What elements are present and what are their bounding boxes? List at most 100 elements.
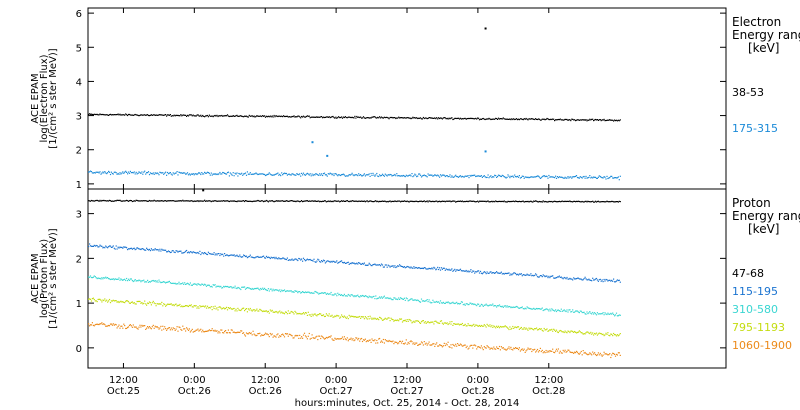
data-point	[460, 344, 462, 346]
data-point	[529, 274, 531, 276]
data-point	[128, 248, 131, 250]
data-point	[506, 176, 508, 178]
data-point	[108, 200, 110, 202]
data-point	[389, 320, 391, 322]
data-point	[485, 273, 487, 275]
data-point	[419, 117, 422, 119]
data-point	[333, 174, 335, 177]
data-point	[186, 200, 188, 202]
data-point	[587, 200, 589, 202]
data-point	[177, 174, 179, 176]
data-point	[386, 266, 388, 268]
data-point	[324, 174, 326, 176]
data-point	[351, 116, 353, 118]
data-point	[456, 345, 458, 347]
data-point	[529, 176, 531, 178]
data-point	[445, 343, 447, 345]
data-point	[362, 339, 365, 341]
data-point	[191, 306, 193, 308]
data-point	[309, 117, 311, 119]
data-point	[225, 330, 227, 332]
data-point	[227, 286, 229, 288]
data-point	[615, 335, 618, 337]
data-point	[495, 327, 497, 329]
data-point	[157, 281, 159, 283]
data-point	[475, 175, 477, 178]
data-point	[93, 244, 95, 246]
data-point	[237, 331, 239, 333]
data-point	[295, 311, 297, 314]
data-point	[111, 200, 113, 202]
data-point	[468, 117, 470, 120]
data-point	[128, 279, 131, 281]
data-point	[336, 338, 338, 340]
data-point	[595, 177, 598, 179]
data-point	[307, 200, 309, 202]
data-point	[476, 305, 478, 307]
data-point	[589, 118, 591, 120]
data-point	[244, 255, 247, 258]
plot-frame	[87, 7, 727, 190]
data-point	[138, 200, 140, 202]
data-point	[574, 311, 576, 313]
data-point	[534, 308, 536, 310]
data-point	[302, 312, 305, 314]
data-point	[403, 175, 405, 177]
data-point	[98, 200, 100, 202]
data-point	[344, 262, 346, 264]
data-point	[123, 279, 125, 281]
data-point	[471, 271, 473, 273]
data-point	[88, 276, 90, 278]
data-point	[497, 272, 499, 274]
data-point	[459, 200, 462, 202]
data-point	[256, 334, 258, 336]
data-point	[188, 114, 190, 116]
data-point	[334, 117, 336, 119]
data-point	[274, 289, 276, 291]
data-point	[528, 201, 530, 203]
data-point	[231, 308, 233, 310]
data-point	[585, 278, 587, 280]
data-point	[202, 173, 204, 175]
data-point	[389, 200, 391, 202]
data-point	[306, 314, 308, 316]
data-point	[352, 174, 354, 176]
data-point	[103, 172, 105, 174]
data-point	[465, 200, 467, 202]
data-point	[93, 200, 95, 202]
data-point	[501, 200, 503, 202]
data-point	[167, 303, 170, 305]
data-point	[327, 260, 329, 262]
data-point	[586, 201, 588, 203]
data-point	[435, 269, 437, 271]
data-point	[360, 295, 362, 297]
data-point	[504, 201, 506, 203]
data-point	[402, 200, 404, 202]
data-point	[199, 115, 201, 117]
data-point	[397, 175, 399, 177]
data-point	[156, 280, 158, 282]
data-point	[450, 302, 452, 304]
data-point	[222, 171, 224, 174]
data-point	[459, 175, 462, 177]
data-point	[567, 200, 569, 202]
data-point	[239, 288, 241, 290]
series-38-53	[88, 27, 621, 122]
data-point	[602, 119, 604, 121]
data-point	[276, 115, 278, 117]
data-point	[244, 172, 247, 174]
data-point	[272, 174, 274, 176]
data-point	[143, 171, 145, 173]
data-point	[557, 276, 559, 278]
data-point	[589, 175, 591, 177]
data-point	[209, 253, 211, 255]
data-point	[329, 117, 331, 119]
data-point	[400, 340, 402, 342]
data-point	[214, 114, 216, 117]
data-point	[619, 333, 621, 335]
data-point	[355, 263, 357, 265]
data-point	[408, 266, 410, 268]
data-point	[380, 174, 383, 177]
data-point	[522, 175, 524, 177]
data-point	[179, 250, 181, 252]
